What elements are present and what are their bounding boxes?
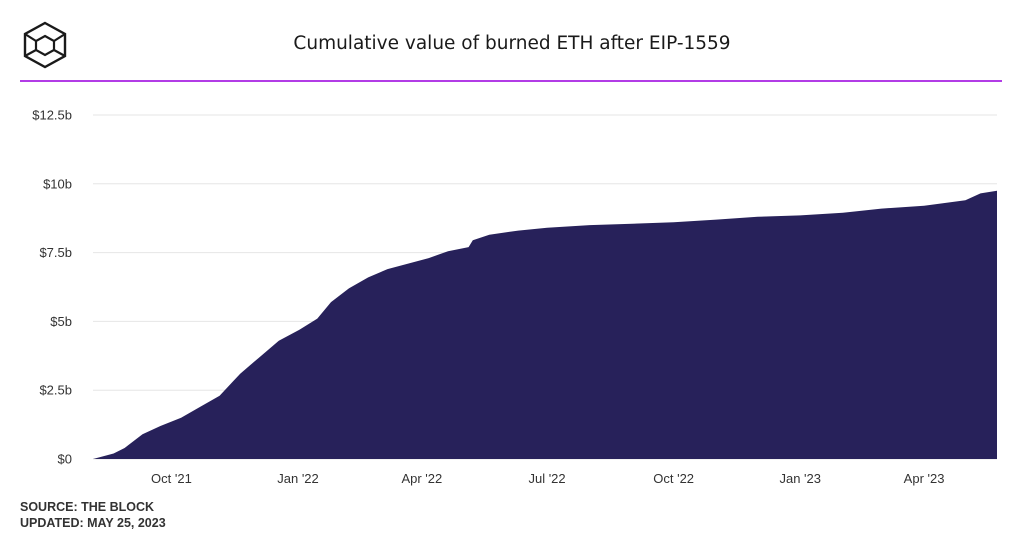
x-axis: Oct '21 Jan '22 Apr '22 Jul '22 Oct '22 Jan '… [151,471,944,486]
chart-title: Cumulative value of burned ETH after EIP… [293,33,731,54]
y-tick-label: $12.5b [32,108,72,123]
x-tick-label: Jan '22 [277,471,319,486]
x-tick-label: Apr '23 [904,471,945,486]
x-tick-label: Oct '21 [151,471,192,486]
y-tick-label: $0 [58,452,72,467]
y-tick-label: $2.5b [39,383,72,398]
y-tick-label: $5b [50,314,72,329]
x-tick-label: Oct '22 [653,471,694,486]
y-tick-label: $10b [43,176,72,191]
the-block-cube-icon [23,21,67,69]
burned-eth-area [93,190,997,459]
title-divider [20,80,1002,82]
x-tick-label: Apr '22 [401,471,442,486]
source-note: SOURCE: THE BLOCK [20,500,155,514]
data-area [93,190,997,459]
y-axis: $0 $2.5b $5b $7.5b $10b $12.5b [32,108,72,467]
y-tick-label: $7.5b [39,245,72,260]
updated-note: UPDATED: MAY 25, 2023 [20,516,166,530]
x-tick-label: Jul '22 [528,471,565,486]
x-tick-label: Jan '23 [779,471,821,486]
